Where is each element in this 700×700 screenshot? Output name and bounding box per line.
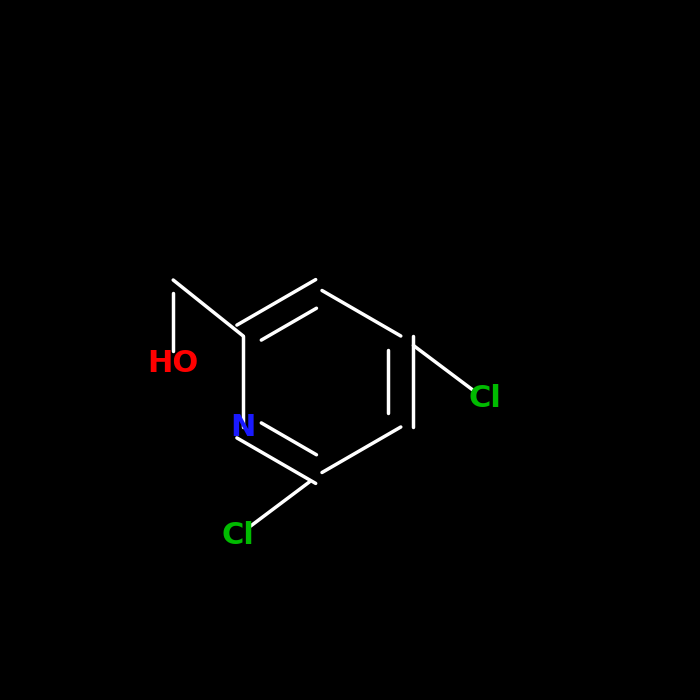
Text: Cl: Cl bbox=[468, 384, 501, 414]
Text: HO: HO bbox=[148, 349, 199, 379]
Text: Cl: Cl bbox=[222, 521, 254, 550]
Text: N: N bbox=[230, 412, 256, 442]
